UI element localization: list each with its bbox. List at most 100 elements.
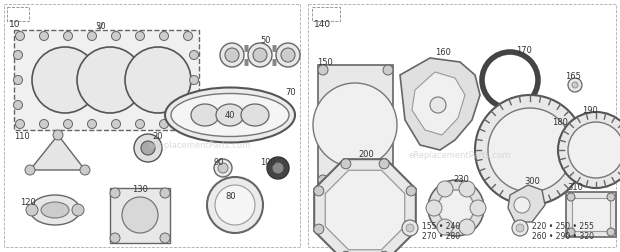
Circle shape: [110, 233, 120, 243]
Text: 30: 30: [95, 22, 105, 31]
Circle shape: [160, 188, 170, 198]
Circle shape: [253, 48, 267, 62]
Circle shape: [437, 219, 453, 235]
Circle shape: [470, 200, 486, 216]
Circle shape: [134, 134, 162, 162]
Text: 160: 160: [435, 48, 451, 57]
Circle shape: [572, 82, 578, 88]
Circle shape: [379, 159, 389, 169]
Text: 100: 100: [260, 158, 276, 167]
Circle shape: [607, 193, 615, 201]
Circle shape: [220, 43, 244, 67]
Circle shape: [383, 175, 393, 185]
Circle shape: [488, 108, 572, 192]
Circle shape: [53, 130, 63, 140]
Circle shape: [16, 32, 25, 41]
Text: 300: 300: [524, 177, 540, 186]
Circle shape: [567, 193, 575, 201]
Circle shape: [160, 233, 170, 243]
FancyBboxPatch shape: [318, 65, 393, 185]
FancyBboxPatch shape: [566, 192, 616, 237]
Circle shape: [25, 165, 35, 175]
Ellipse shape: [41, 202, 69, 218]
Circle shape: [267, 157, 289, 179]
Circle shape: [558, 112, 620, 188]
Ellipse shape: [165, 87, 295, 142]
Text: 130: 130: [132, 185, 148, 194]
Text: 180: 180: [552, 118, 568, 127]
Circle shape: [475, 95, 585, 205]
Circle shape: [207, 177, 263, 233]
Circle shape: [568, 78, 582, 92]
Text: 190: 190: [582, 106, 598, 115]
Circle shape: [125, 47, 191, 113]
Circle shape: [379, 251, 389, 252]
Circle shape: [402, 220, 418, 236]
Circle shape: [437, 181, 453, 197]
Circle shape: [159, 119, 169, 129]
Circle shape: [567, 228, 575, 236]
Text: 70: 70: [285, 88, 296, 97]
Text: 150: 150: [317, 58, 333, 67]
Polygon shape: [508, 185, 545, 222]
Circle shape: [318, 65, 328, 75]
Circle shape: [607, 228, 615, 236]
Circle shape: [32, 47, 98, 113]
Circle shape: [40, 119, 48, 129]
Circle shape: [313, 83, 397, 167]
Circle shape: [438, 190, 474, 226]
Circle shape: [459, 219, 475, 235]
Circle shape: [16, 119, 25, 129]
Circle shape: [426, 200, 442, 216]
Circle shape: [63, 32, 73, 41]
Circle shape: [112, 32, 120, 41]
Circle shape: [141, 141, 155, 155]
Text: eReplacementParts.com: eReplacementParts.com: [149, 141, 251, 149]
Polygon shape: [30, 135, 85, 170]
Circle shape: [215, 185, 255, 225]
Text: 165: 165: [565, 72, 581, 81]
Ellipse shape: [30, 195, 80, 225]
Circle shape: [341, 159, 351, 169]
Circle shape: [190, 76, 198, 84]
Circle shape: [87, 32, 97, 41]
Circle shape: [14, 50, 22, 59]
Text: 200: 200: [358, 150, 374, 159]
Circle shape: [26, 204, 38, 216]
Circle shape: [406, 224, 416, 234]
Circle shape: [190, 50, 198, 59]
Circle shape: [184, 32, 192, 41]
Circle shape: [87, 119, 97, 129]
Circle shape: [341, 251, 351, 252]
Circle shape: [318, 175, 328, 185]
Ellipse shape: [171, 93, 289, 137]
Text: 155 • 240
270 • 280: 155 • 240 270 • 280: [422, 222, 460, 241]
Circle shape: [406, 186, 416, 196]
Circle shape: [225, 48, 239, 62]
Text: 110: 110: [14, 132, 30, 141]
Circle shape: [218, 163, 228, 173]
Circle shape: [314, 224, 324, 234]
Text: 90: 90: [213, 158, 223, 167]
Circle shape: [273, 163, 283, 173]
Polygon shape: [400, 58, 480, 150]
Circle shape: [14, 101, 22, 110]
Circle shape: [459, 181, 475, 197]
Text: 310: 310: [567, 183, 583, 192]
Circle shape: [276, 43, 300, 67]
Circle shape: [281, 48, 295, 62]
Circle shape: [40, 32, 48, 41]
Circle shape: [516, 224, 524, 232]
Circle shape: [430, 97, 446, 113]
Circle shape: [122, 197, 158, 233]
Circle shape: [214, 159, 232, 177]
Circle shape: [136, 32, 144, 41]
Ellipse shape: [241, 104, 269, 126]
Ellipse shape: [216, 104, 244, 126]
Circle shape: [512, 220, 528, 236]
Circle shape: [63, 119, 73, 129]
Polygon shape: [412, 72, 465, 135]
Polygon shape: [326, 170, 405, 250]
Circle shape: [112, 119, 120, 129]
Circle shape: [77, 47, 143, 113]
